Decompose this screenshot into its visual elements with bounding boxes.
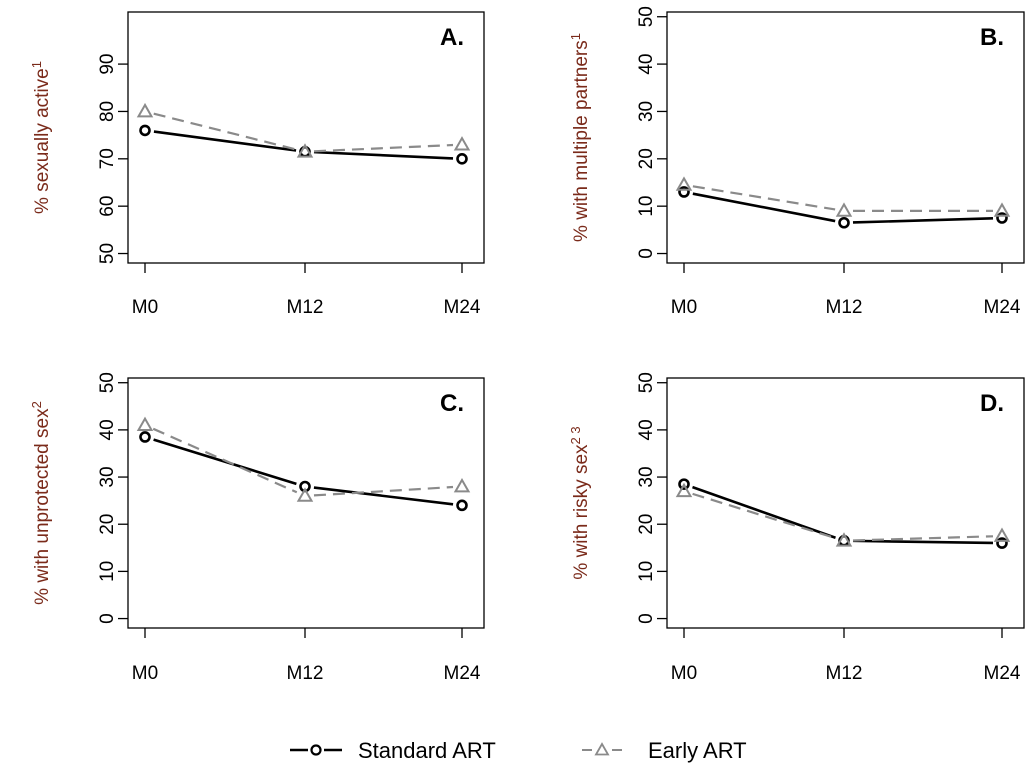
panel-label: A. (440, 24, 464, 51)
plot-frame (127, 11, 485, 264)
standard-art-point (996, 212, 1008, 224)
early-art-point (296, 487, 314, 502)
y-tick-label: 50 (636, 372, 657, 393)
standard-art-line (852, 216, 994, 224)
y-tick-label: 0 (97, 613, 118, 624)
early-art-line (313, 485, 454, 497)
early-art-line (152, 427, 298, 494)
y-tick-label: 0 (636, 613, 657, 624)
x-tick-label: M0 (671, 663, 697, 684)
panel-label: D. (980, 390, 1004, 417)
standard-art-line (852, 539, 994, 545)
y-tick-label: 70 (97, 148, 118, 169)
y-tick-label: 30 (636, 101, 657, 122)
y-axis-label: % sexually active1 (29, 61, 54, 214)
early-art-line (313, 143, 454, 153)
early-art-line (692, 185, 836, 211)
y-axis-label: % with multiple partners1 (568, 33, 593, 242)
y-tick-label: 10 (636, 561, 657, 582)
x-tick-label: M24 (984, 663, 1021, 684)
early-art-point (993, 527, 1011, 542)
standard-art-point (139, 124, 151, 137)
standard-art-line (313, 150, 454, 160)
y-tick-label: 40 (636, 54, 657, 75)
early-art-point (675, 482, 693, 498)
x-tick-label: M24 (984, 297, 1021, 318)
x-tick-label: M0 (132, 297, 158, 318)
early-art-line (852, 535, 994, 542)
y-tick-label: 20 (636, 148, 657, 169)
y-tick-label: 0 (636, 248, 657, 259)
y-tick-label: 50 (97, 372, 118, 393)
y-tick-label: 50 (636, 6, 657, 27)
standard-art-point (996, 537, 1008, 549)
plot-frame (666, 377, 1025, 629)
panel-c: 0 10 20 30 40 50 M0 M12 M24 % with unprotected se… (29, 372, 485, 684)
x-tick-label: M0 (132, 663, 158, 684)
y-tick-label: 40 (97, 419, 118, 440)
standard-art-point (678, 478, 690, 490)
early-art-point (453, 477, 471, 493)
y-tick-label: 40 (636, 419, 657, 440)
y-tick-label: 20 (97, 514, 118, 535)
y-tick-label: 10 (636, 196, 657, 217)
x-tick-label: M0 (671, 297, 697, 318)
y-axis-label: % with unprotected sex2 (29, 401, 54, 605)
y-tick-label: 80 (97, 101, 118, 122)
y-tick-label: 30 (636, 466, 657, 487)
early-art-point (296, 143, 314, 158)
standard-art-point (678, 186, 690, 198)
legend-early-label: Early ART (648, 738, 747, 763)
early-art-line (153, 112, 297, 151)
panel-b: 0 10 20 30 40 50 M0 M12 M24 % with multiple partn… (568, 6, 1025, 318)
legend-early-marker (594, 742, 610, 756)
y-tick-label: 10 (97, 561, 118, 582)
standard-art-point (139, 431, 151, 443)
x-tick-label: M24 (444, 297, 481, 318)
early-art-line (692, 492, 836, 540)
x-tick-label: M12 (826, 663, 863, 684)
early-art-point (136, 416, 154, 432)
standard-art-point (838, 216, 850, 229)
legend-standard-marker (310, 744, 322, 756)
panel-d: 0 10 20 30 40 50 M0 M12 M24 % with risky sex2 3 D. (568, 372, 1025, 684)
x-tick-label: M24 (444, 663, 481, 684)
early-art-point (993, 202, 1011, 217)
early-art-point (835, 532, 853, 547)
y-tick-label: 60 (97, 196, 118, 217)
x-tick-label: M12 (287, 297, 324, 318)
y-tick-label: 20 (636, 514, 657, 535)
early-art-point (453, 136, 471, 151)
standard-art-point (456, 153, 468, 165)
early-art-point (136, 102, 154, 118)
panel-label: C. (440, 390, 464, 417)
y-tick-label: 90 (97, 54, 118, 75)
plot-frame (127, 377, 485, 629)
standard-art-line (313, 486, 454, 506)
legend-standard-label: Standard ART (358, 738, 496, 763)
panel-a: 50 60 70 80 90 M0 M12 M24 % sexually active1 A. (29, 11, 485, 318)
standard-art-line (692, 485, 836, 539)
standard-art-line (153, 130, 297, 152)
legend: Standard ART Early ART (290, 738, 747, 763)
x-tick-label: M12 (287, 663, 324, 684)
panel-label: B. (980, 24, 1004, 51)
early-art-point (675, 176, 693, 191)
standard-art-point (456, 499, 468, 512)
x-tick-label: M12 (826, 297, 863, 318)
y-axis-label: % with risky sex2 3 (568, 426, 593, 579)
standard-art-line (692, 192, 836, 223)
y-tick-label: 50 (97, 243, 118, 264)
plot-frame (666, 11, 1025, 264)
y-tick-label: 30 (97, 466, 118, 487)
early-art-point (835, 202, 853, 217)
